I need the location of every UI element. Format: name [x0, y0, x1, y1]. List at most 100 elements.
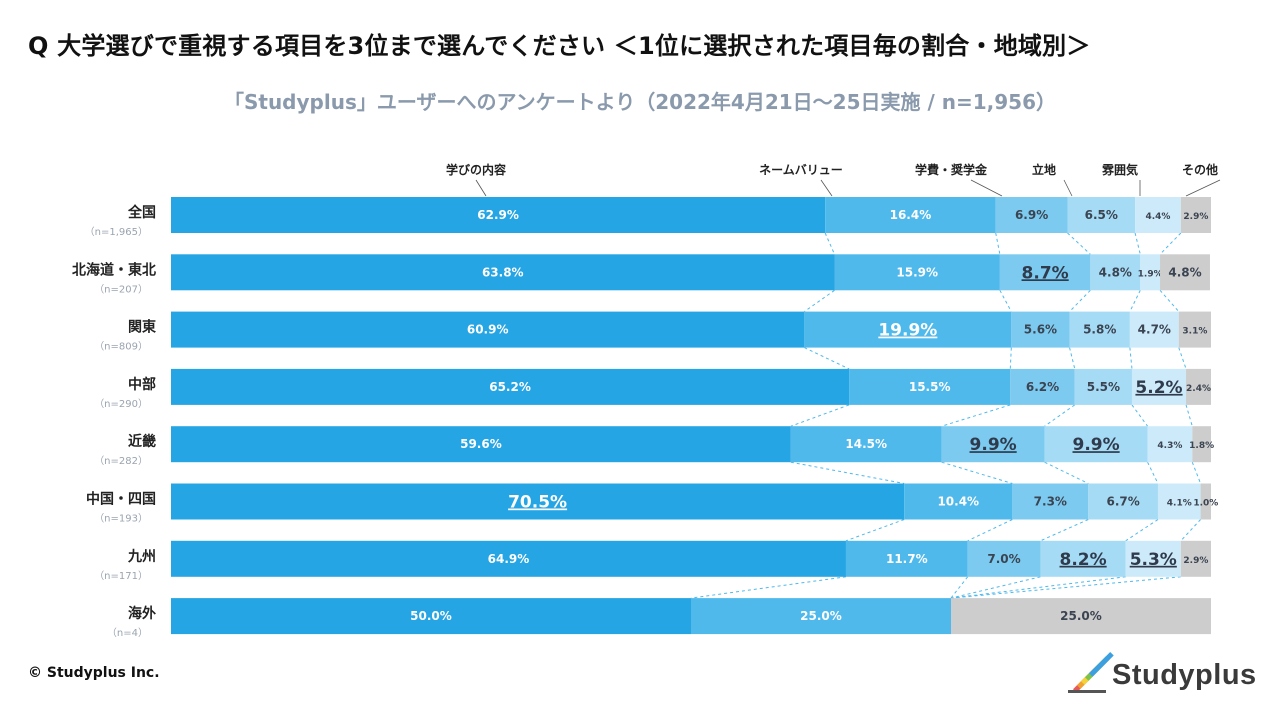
- connector-line: [1159, 232, 1182, 255]
- bar-segment: [1180, 197, 1211, 233]
- connector-line: [1069, 289, 1091, 312]
- bar-segment: [1160, 254, 1210, 291]
- copyright: © Studyplus Inc.: [28, 665, 160, 681]
- bar-segment: [849, 368, 1011, 405]
- bar-segment: [171, 483, 905, 520]
- bar-segment: [691, 598, 951, 635]
- data-label: 2.9%: [1183, 556, 1208, 566]
- bar-segment: [171, 598, 691, 635]
- legend-label: 雰囲気: [1102, 162, 1138, 177]
- data-label: 2.4%: [1186, 384, 1211, 394]
- bar-segment: [999, 254, 1091, 291]
- data-label: 5.2%: [1135, 378, 1182, 398]
- bar-segment: [967, 540, 1041, 577]
- bar-segment: [1131, 368, 1187, 405]
- chart-title: Q 大学選びで重視する項目を3位まで選んでください ＜1位に選択された項目毎の割…: [28, 32, 1091, 60]
- bar-segment: [904, 483, 1013, 520]
- connector-line: [1131, 404, 1148, 427]
- data-label: 5.8%: [1083, 323, 1116, 337]
- bar-segment: [1074, 368, 1132, 405]
- data-label: 50.0%: [410, 609, 452, 623]
- data-label: 5.6%: [1024, 323, 1057, 337]
- connector-line: [1178, 347, 1187, 370]
- data-label: 10.4%: [937, 495, 979, 509]
- bar-segment: [1012, 483, 1089, 520]
- bar-segment: [825, 197, 996, 233]
- data-label: 9.9%: [1073, 435, 1120, 455]
- connector-line: [1125, 519, 1159, 542]
- data-label: 14.5%: [845, 437, 887, 451]
- row-label: 海外: [128, 605, 156, 622]
- connector-line: [950, 576, 1181, 599]
- bar-segment: [171, 254, 835, 291]
- connector-line: [995, 232, 1001, 255]
- data-label: 4.7%: [1138, 323, 1171, 337]
- bar-segment: [1011, 311, 1070, 348]
- data-label: 1.9%: [1138, 269, 1163, 279]
- connector-line: [1009, 347, 1012, 369]
- data-label: 4.4%: [1145, 212, 1170, 222]
- connector-line: [941, 404, 1011, 427]
- connector-line: [790, 404, 850, 427]
- row-label: 北海道・東北: [72, 261, 156, 278]
- connector-line: [690, 576, 847, 599]
- legend-label: 学費・奨学金: [915, 162, 988, 177]
- data-label: 4.1%: [1167, 499, 1192, 509]
- bar-segment: [941, 426, 1045, 463]
- connector-line: [950, 576, 969, 599]
- connector-line: [1067, 232, 1091, 255]
- row-label: 中部: [128, 376, 156, 393]
- logo-text: Studyplus: [1112, 659, 1257, 691]
- bar-segment: [804, 311, 1012, 348]
- row-label: 関東: [128, 319, 156, 336]
- data-label: 6.9%: [1015, 208, 1048, 222]
- legend-label: ネームバリュー: [759, 163, 843, 177]
- bar-segment: [1010, 368, 1075, 405]
- data-label: 9.9%: [970, 435, 1017, 455]
- legend-leader-line: [1185, 179, 1221, 197]
- bar-segment: [171, 540, 846, 577]
- connector-line: [1044, 404, 1076, 427]
- connector-line: [824, 232, 835, 255]
- connector-line: [1040, 519, 1089, 542]
- connector-line: [790, 461, 905, 484]
- connector-line: [1129, 290, 1141, 312]
- data-label: 15.5%: [909, 380, 951, 394]
- data-label: 25.0%: [1060, 609, 1102, 623]
- bar-segment: [1044, 426, 1148, 463]
- row-n-label: （n=4）: [107, 627, 148, 639]
- connector-line: [1185, 404, 1193, 427]
- row-n-label: （n=207）: [94, 283, 148, 295]
- bar-segment: [1067, 197, 1136, 233]
- data-label: 3.1%: [1182, 327, 1207, 337]
- row-label: 九州: [127, 549, 156, 565]
- connector-line: [1069, 347, 1076, 370]
- legend-label: 立地: [1032, 162, 1056, 177]
- row-n-label: （n=193）: [94, 513, 148, 525]
- bar-segment: [834, 254, 1000, 291]
- bar-segment: [1200, 483, 1211, 520]
- data-label: 16.4%: [890, 208, 932, 222]
- connector-line: [941, 461, 1013, 484]
- data-label: 11.7%: [886, 552, 928, 566]
- data-label: 25.0%: [800, 609, 842, 623]
- bar-segment: [171, 311, 805, 348]
- bar-segment: [1186, 368, 1211, 405]
- bar-segment: [1090, 254, 1141, 291]
- data-label: 4.3%: [1157, 441, 1182, 451]
- connector-line: [1044, 461, 1089, 484]
- bar-segment: [1088, 483, 1158, 520]
- bar-segment: [1192, 426, 1211, 463]
- data-label: 6.2%: [1026, 380, 1059, 394]
- data-label: 65.2%: [489, 380, 531, 394]
- data-label: 60.9%: [467, 323, 509, 337]
- connector-line: [1191, 462, 1202, 484]
- data-label: 8.2%: [1060, 550, 1107, 570]
- data-label: 19.9%: [878, 321, 937, 341]
- connector-line: [999, 290, 1012, 312]
- legend-leader-line: [820, 179, 833, 197]
- bar-segment: [845, 540, 968, 577]
- connector-line: [804, 347, 850, 370]
- row-n-label: （n=1,965）: [85, 226, 148, 238]
- row-label: 近畿: [128, 433, 156, 450]
